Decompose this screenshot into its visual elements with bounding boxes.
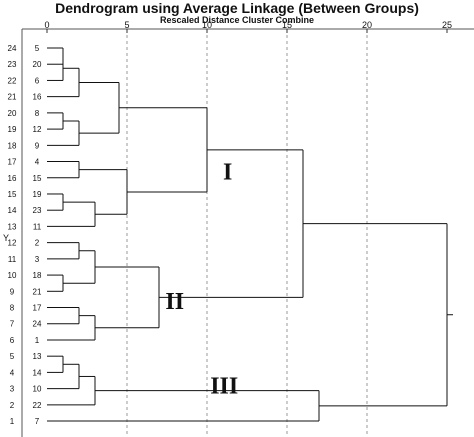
x-tick-label: 15 xyxy=(282,20,292,30)
leaf-number-label: 2 xyxy=(10,401,15,410)
cluster-label: II xyxy=(165,289,184,315)
leaf-number-label: 4 xyxy=(10,368,15,377)
leaf-number-label: 13 xyxy=(8,222,17,231)
leaf-case-label: 23 xyxy=(33,206,42,215)
leaf-case-label: 10 xyxy=(33,385,42,394)
plot-frame xyxy=(21,28,474,437)
leaf-case-label: 24 xyxy=(33,320,42,329)
leaf-case-label: 12 xyxy=(33,125,42,134)
leaf-case-label: 2 xyxy=(35,239,40,248)
leaf-number-label: 1 xyxy=(10,417,15,426)
leaf-number-label: 11 xyxy=(8,255,17,264)
leaf-case-label: 8 xyxy=(35,109,40,118)
leaf-number-label: 3 xyxy=(10,385,15,394)
leaf-number-label: 6 xyxy=(10,336,15,345)
leaf-case-label: 18 xyxy=(33,271,42,280)
cluster-label: III xyxy=(210,373,238,399)
leaf-number-label: 16 xyxy=(8,174,17,183)
leaf-case-label: 1 xyxy=(35,336,40,345)
leaf-number-label: 12 xyxy=(8,239,17,248)
cluster-label: I xyxy=(223,159,232,185)
leaf-case-label: 17 xyxy=(33,304,42,313)
leaf-case-label: 11 xyxy=(33,222,42,231)
leaf-case-label: 19 xyxy=(33,190,42,199)
leaf-number-label: 23 xyxy=(8,60,17,69)
x-tick-label: 20 xyxy=(362,20,372,30)
leaf-number-label: 8 xyxy=(10,304,15,313)
leaf-number-label: 7 xyxy=(10,320,15,329)
leaf-case-label: 3 xyxy=(35,255,40,264)
x-axis-ticks: 0 5 10 15 20 25 xyxy=(44,20,452,33)
x-tick-label: 5 xyxy=(124,20,129,30)
leaf-number-label: 21 xyxy=(8,93,17,102)
y-axis-label: Y xyxy=(3,233,9,243)
grid xyxy=(126,29,368,437)
leaf-number-label: 5 xyxy=(10,352,15,361)
leaf-number-label: 19 xyxy=(8,125,17,134)
x-tick-label: 25 xyxy=(442,20,452,30)
leaf-case-label: 7 xyxy=(35,417,40,426)
dendrogram-links xyxy=(47,47,453,422)
leaf-number-label: 24 xyxy=(8,44,17,53)
leaf-case-label: 6 xyxy=(35,76,40,85)
leaf-number-label: 9 xyxy=(10,287,15,296)
x-tick-label: 0 xyxy=(44,20,49,30)
leaf-case-label: 4 xyxy=(35,158,40,167)
leaf-case-label: 20 xyxy=(33,60,42,69)
leaf-number-label: 10 xyxy=(8,271,17,280)
chart-subtitle: Rescaled Distance Cluster Combine xyxy=(159,15,315,25)
leaf-number-label: 15 xyxy=(8,190,17,199)
chart-title: Dendrogram using Average Linkage (Betwee… xyxy=(55,0,419,16)
leaf-case-label: 21 xyxy=(33,287,42,296)
leaf-case-label: 9 xyxy=(35,141,40,150)
leaf-case-label: 14 xyxy=(33,368,42,377)
x-tick-label: 10 xyxy=(202,20,212,30)
leaf-case-label: 22 xyxy=(33,401,42,410)
leaf-number-label: 22 xyxy=(8,76,17,85)
leaf-number-label: 17 xyxy=(8,158,17,167)
leaf-case-label: 5 xyxy=(35,44,40,53)
leaf-number-label: 20 xyxy=(8,109,17,118)
leaf-case-label: 16 xyxy=(33,93,42,102)
leaf-number-label: 14 xyxy=(8,206,17,215)
leaf-case-label: 15 xyxy=(33,174,42,183)
leaf-number-label: 18 xyxy=(8,141,17,150)
leaf-case-label: 13 xyxy=(33,352,42,361)
